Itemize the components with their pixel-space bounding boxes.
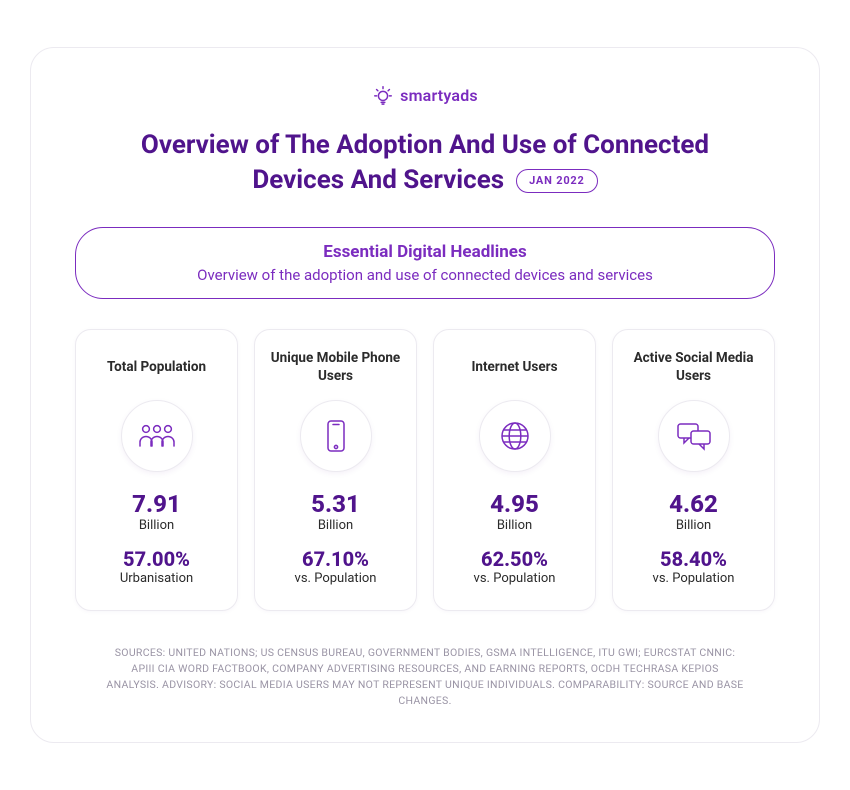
infographic-card: smartyads Overview of The Adoption And U…: [30, 47, 820, 742]
stats-grid: Total Population 7.91 Billion 57.00% Urb…: [75, 329, 775, 611]
brand-name: smartyads: [400, 86, 478, 105]
chat-bubbles-icon: [658, 400, 730, 472]
sources-footnote: SOURCES: UNITED NATIONS; US CENSUS BUREA…: [105, 645, 745, 710]
subheading-title: Essential Digital Headlines: [100, 242, 750, 262]
stat-unit: Billion: [444, 518, 585, 533]
stat-pct: 67.10%: [265, 549, 406, 569]
title-line-1: Overview of The Adoption And Use of Conn…: [141, 130, 709, 160]
stat-card-mobile: Unique Mobile Phone Users 5.31 Billion 6…: [254, 329, 417, 611]
stat-pct-label: vs. Population: [623, 571, 764, 586]
brand-logo: smartyads: [75, 84, 775, 106]
stat-pct: 58.40%: [623, 549, 764, 569]
stat-value: 4.62: [623, 492, 764, 516]
subheading-desc: Overview of the adoption and use of conn…: [100, 266, 750, 284]
stat-pct: 57.00%: [86, 549, 227, 569]
stat-pct: 62.50%: [444, 549, 585, 569]
page-title: Overview of The Adoption And Use of Conn…: [105, 128, 745, 198]
stat-pct-label: vs. Population: [444, 571, 585, 586]
subheading-box: Essential Digital Headlines Overview of …: [75, 227, 775, 299]
title-line-2: Devices And Services: [252, 163, 504, 198]
people-group-icon: [121, 400, 193, 472]
mobile-phone-icon: [300, 400, 372, 472]
stat-card-internet: Internet Users 4.95 Billion 62.50% vs. P…: [433, 329, 596, 611]
stat-pct-label: Urbanisation: [86, 571, 227, 586]
stat-label: Unique Mobile Phone Users: [265, 350, 406, 386]
stat-value: 5.31: [265, 492, 406, 516]
stat-unit: Billion: [86, 518, 227, 533]
lightbulb-idea-icon: [372, 84, 394, 106]
stat-unit: Billion: [265, 518, 406, 533]
stat-card-social: Active Social Media Users 4.62 Billion 5…: [612, 329, 775, 611]
stat-unit: Billion: [623, 518, 764, 533]
date-badge: JAN 2022: [516, 169, 598, 194]
stat-value: 4.95: [444, 492, 585, 516]
globe-icon: [479, 400, 551, 472]
stat-value: 7.91: [86, 492, 227, 516]
stat-label: Internet Users: [444, 350, 585, 386]
stat-label: Active Social Media Users: [623, 350, 764, 386]
stat-pct-label: vs. Population: [265, 571, 406, 586]
stat-card-population: Total Population 7.91 Billion 57.00% Urb…: [75, 329, 238, 611]
stat-label: Total Population: [86, 350, 227, 386]
